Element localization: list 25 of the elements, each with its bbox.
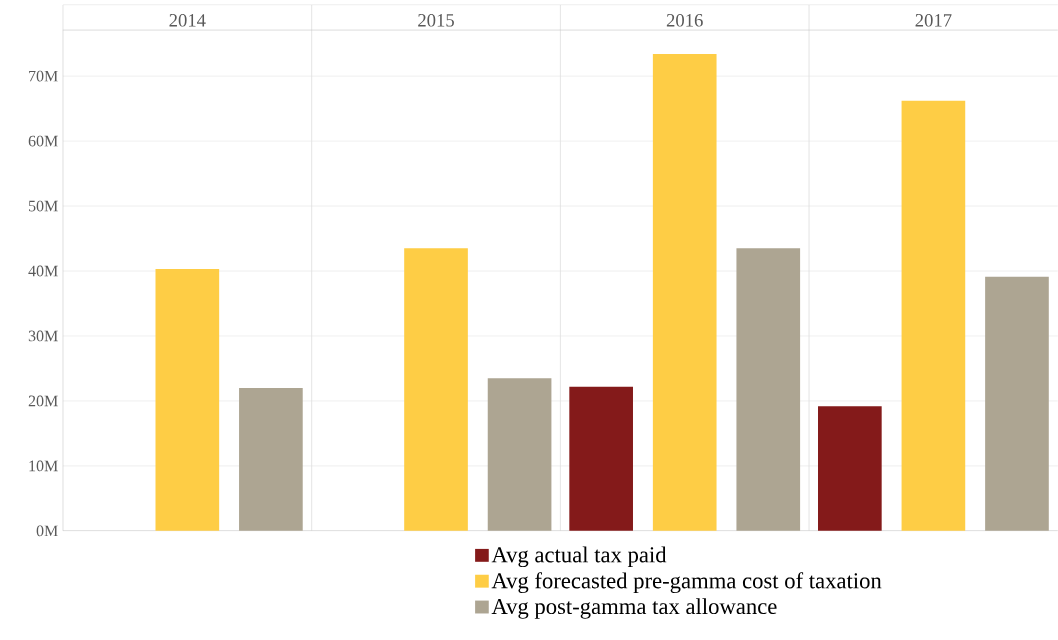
y-tick-label: 10M: [29, 460, 58, 472]
y-tick-label: 60M: [28, 135, 58, 147]
x-tick-label: 2016: [666, 14, 703, 27]
bar: [901, 100, 966, 531]
y-tick-label: 70M: [29, 70, 58, 82]
x-tick-label: 2017: [915, 14, 952, 27]
y-tick-label: 50M: [28, 200, 58, 212]
bar: [487, 378, 552, 531]
x-tick-label: 2014: [169, 14, 206, 27]
legend-label: Avg actual tax paid: [491, 546, 667, 568]
bar: [652, 54, 717, 531]
bar: [404, 248, 468, 531]
bar: [155, 269, 220, 531]
y-tick-label: 20M: [28, 395, 58, 407]
bar: [569, 386, 633, 531]
bar: [985, 276, 1049, 531]
y-tick-label: 30M: [28, 330, 58, 342]
x-tick-label: 2015: [418, 14, 454, 27]
bar: [736, 248, 801, 531]
bar: [818, 406, 882, 531]
legend-label: Avg post-gamma tax allowance: [491, 598, 777, 619]
bar: [239, 388, 303, 531]
y-tick-label: 0M: [36, 525, 58, 537]
legend-label: Avg forecasted pre-gamma cost of taxation: [491, 572, 882, 594]
y-tick-label: 40M: [28, 265, 58, 277]
